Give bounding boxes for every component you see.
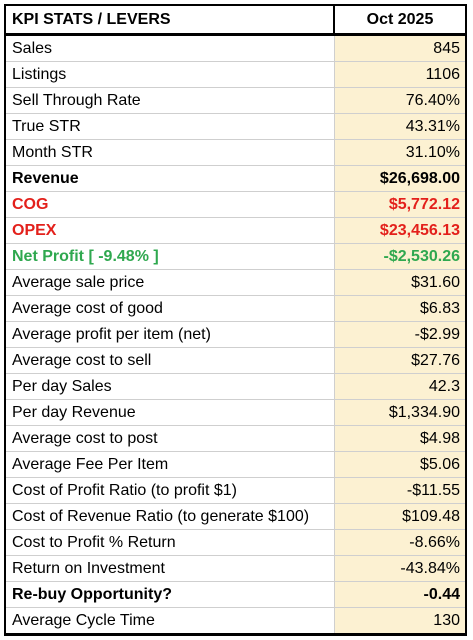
kpi-value-cell[interactable]: $23,456.13 (333, 217, 467, 244)
kpi-value-cell[interactable]: -$11.55 (333, 477, 467, 504)
kpi-label-cell[interactable]: Average cost to sell (4, 347, 335, 374)
kpi-label-cell[interactable]: Re-buy Opportunity? (4, 581, 335, 608)
table-row: Sell Through Rate 76.40% (4, 87, 467, 114)
kpi-value-cell[interactable]: $5.06 (333, 451, 467, 478)
kpi-value-cell[interactable]: -$2.99 (333, 321, 467, 348)
table-row: Re-buy Opportunity? -0.44 (4, 581, 467, 608)
header-row: KPI STATS / LEVERS Oct 2025 (4, 4, 467, 36)
table-row: Listings 1106 (4, 61, 467, 88)
kpi-label-cell[interactable]: Cost of Profit Ratio (to profit $1) (4, 477, 335, 504)
kpi-label-cell[interactable]: True STR (4, 113, 335, 140)
kpi-value-cell[interactable]: $26,698.00 (333, 165, 467, 192)
table-row: Return on Investment -43.84% (4, 555, 467, 582)
kpi-value-cell[interactable]: $27.76 (333, 347, 467, 374)
kpi-label-cell[interactable]: Sell Through Rate (4, 87, 335, 114)
kpi-value-cell[interactable]: $5,772.12 (333, 191, 467, 218)
kpi-label-cell[interactable]: Average sale price (4, 269, 335, 296)
table-row: Revenue $26,698.00 (4, 165, 467, 192)
kpi-label-cell[interactable]: Average profit per item (net) (4, 321, 335, 348)
kpi-value-cell[interactable]: -$2,530.26 (333, 243, 467, 270)
kpi-value-cell[interactable]: 76.40% (333, 87, 467, 114)
kpi-label-cell[interactable]: Listings (4, 61, 335, 88)
table-row: Cost of Profit Ratio (to profit $1) -$11.… (4, 477, 467, 504)
table-row: Cost to Profit % Return -8.66% (4, 529, 467, 556)
kpi-value-cell[interactable]: -0.44 (333, 581, 467, 608)
kpi-value-cell[interactable]: 43.31% (333, 113, 467, 140)
kpi-label-cell[interactable]: Revenue (4, 165, 335, 192)
table-row: Average Cycle Time 130 (4, 607, 467, 636)
table-row: Average cost of good $6.83 (4, 295, 467, 322)
table-row: Month STR 31.10% (4, 139, 467, 166)
kpi-value-cell[interactable]: -8.66% (333, 529, 467, 556)
kpi-table-body: Sales 845 Listings 1106 Sell Through Rate 76.… (4, 34, 467, 636)
table-row: True STR 43.31% (4, 113, 467, 140)
kpi-label-cell[interactable]: Sales (4, 34, 335, 62)
table-row: Average cost to post $4.98 (4, 425, 467, 452)
header-month-cell[interactable]: Oct 2025 (333, 4, 467, 36)
kpi-value-cell[interactable]: -43.84% (333, 555, 467, 582)
kpi-label-cell[interactable]: COG (4, 191, 335, 218)
table-row: Average sale price $31.60 (4, 269, 467, 296)
kpi-value-cell[interactable]: $31.60 (333, 269, 467, 296)
table-row: OPEX $23,456.13 (4, 217, 467, 244)
kpi-value-cell[interactable]: 1106 (333, 61, 467, 88)
header-label-cell[interactable]: KPI STATS / LEVERS (4, 4, 335, 36)
kpi-value-cell[interactable]: $109.48 (333, 503, 467, 530)
kpi-value-cell[interactable]: 845 (333, 34, 467, 62)
kpi-label-cell[interactable]: Average cost to post (4, 425, 335, 452)
kpi-value-cell[interactable]: 42.3 (333, 373, 467, 400)
kpi-value-cell[interactable]: $6.83 (333, 295, 467, 322)
kpi-label-cell[interactable]: Cost to Profit % Return (4, 529, 335, 556)
kpi-stats-table: KPI STATS / LEVERS Oct 2025 Sales 845 List… (4, 4, 467, 636)
table-row: Cost of Revenue Ratio (to generate $100)… (4, 503, 467, 530)
kpi-value-cell[interactable]: $4.98 (333, 425, 467, 452)
table-row: Net Profit [ -9.48% ] -$2,530.26 (4, 243, 467, 270)
kpi-label-cell[interactable]: OPEX (4, 217, 335, 244)
kpi-value-cell[interactable]: 31.10% (333, 139, 467, 166)
kpi-label-cell[interactable]: Cost of Revenue Ratio (to generate $100) (4, 503, 335, 530)
kpi-value-cell[interactable]: 130 (333, 607, 467, 636)
kpi-label-cell[interactable]: Net Profit [ -9.48% ] (4, 243, 335, 270)
kpi-value-cell[interactable]: $1,334.90 (333, 399, 467, 426)
table-row: Average Fee Per Item $5.06 (4, 451, 467, 478)
table-row: Per day Sales 42.3 (4, 373, 467, 400)
table-row: COG $5,772.12 (4, 191, 467, 218)
table-row: Sales 845 (4, 34, 467, 62)
kpi-label-cell[interactable]: Average Cycle Time (4, 607, 335, 636)
kpi-label-cell[interactable]: Average Fee Per Item (4, 451, 335, 478)
kpi-label-cell[interactable]: Average cost of good (4, 295, 335, 322)
kpi-label-cell[interactable]: Month STR (4, 139, 335, 166)
kpi-label-cell[interactable]: Per day Revenue (4, 399, 335, 426)
kpi-label-cell[interactable]: Return on Investment (4, 555, 335, 582)
kpi-label-cell[interactable]: Per day Sales (4, 373, 335, 400)
table-row: Average cost to sell $27.76 (4, 347, 467, 374)
table-row: Average profit per item (net) -$2.99 (4, 321, 467, 348)
table-row: Per day Revenue $1,334.90 (4, 399, 467, 426)
